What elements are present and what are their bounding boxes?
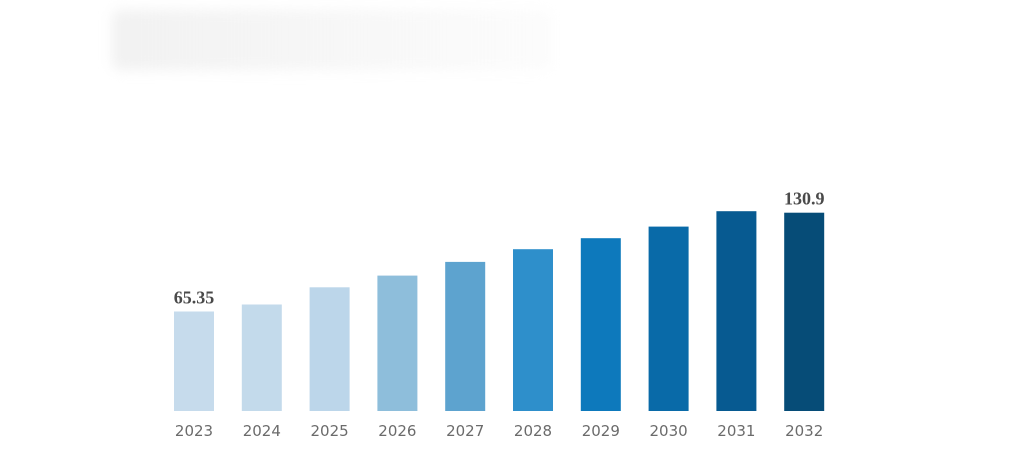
bar-2025: [309, 287, 350, 411]
blurred-title-area: [112, 10, 552, 70]
bar-2030: [648, 226, 689, 411]
bar-2029: [580, 238, 621, 411]
bar-2031: [716, 211, 757, 411]
bar-2032: [784, 212, 825, 411]
x-tick-label-2023: 2023: [175, 422, 213, 440]
x-tick-label-2031: 2031: [717, 422, 755, 440]
data-label-2023: 65.35: [174, 288, 215, 308]
x-tick-label-2025: 2025: [311, 422, 349, 440]
x-tick-label-2029: 2029: [582, 422, 620, 440]
bar-2023: [174, 311, 214, 411]
value-labels-layer: 65.35 130.9: [174, 189, 825, 308]
x-tick-label-2027: 2027: [446, 422, 484, 440]
x-tick-label-2026: 2026: [378, 422, 416, 440]
data-label-2032: 130.9: [784, 189, 825, 209]
x-tick-label-2032: 2032: [785, 422, 823, 440]
bar-2026: [377, 275, 418, 411]
bar-2028: [513, 249, 553, 411]
x-tick-labels-layer: 2023 2024 2025 2026 2027 2028 2029 2030 2031 2032: [175, 422, 823, 440]
x-tick-label-2024: 2024: [243, 422, 281, 440]
bar-2027: [445, 261, 486, 411]
bar-2024: [241, 304, 282, 411]
bars-layer: [174, 211, 825, 411]
x-tick-label-2028: 2028: [514, 422, 552, 440]
x-tick-label-2030: 2030: [650, 422, 688, 440]
